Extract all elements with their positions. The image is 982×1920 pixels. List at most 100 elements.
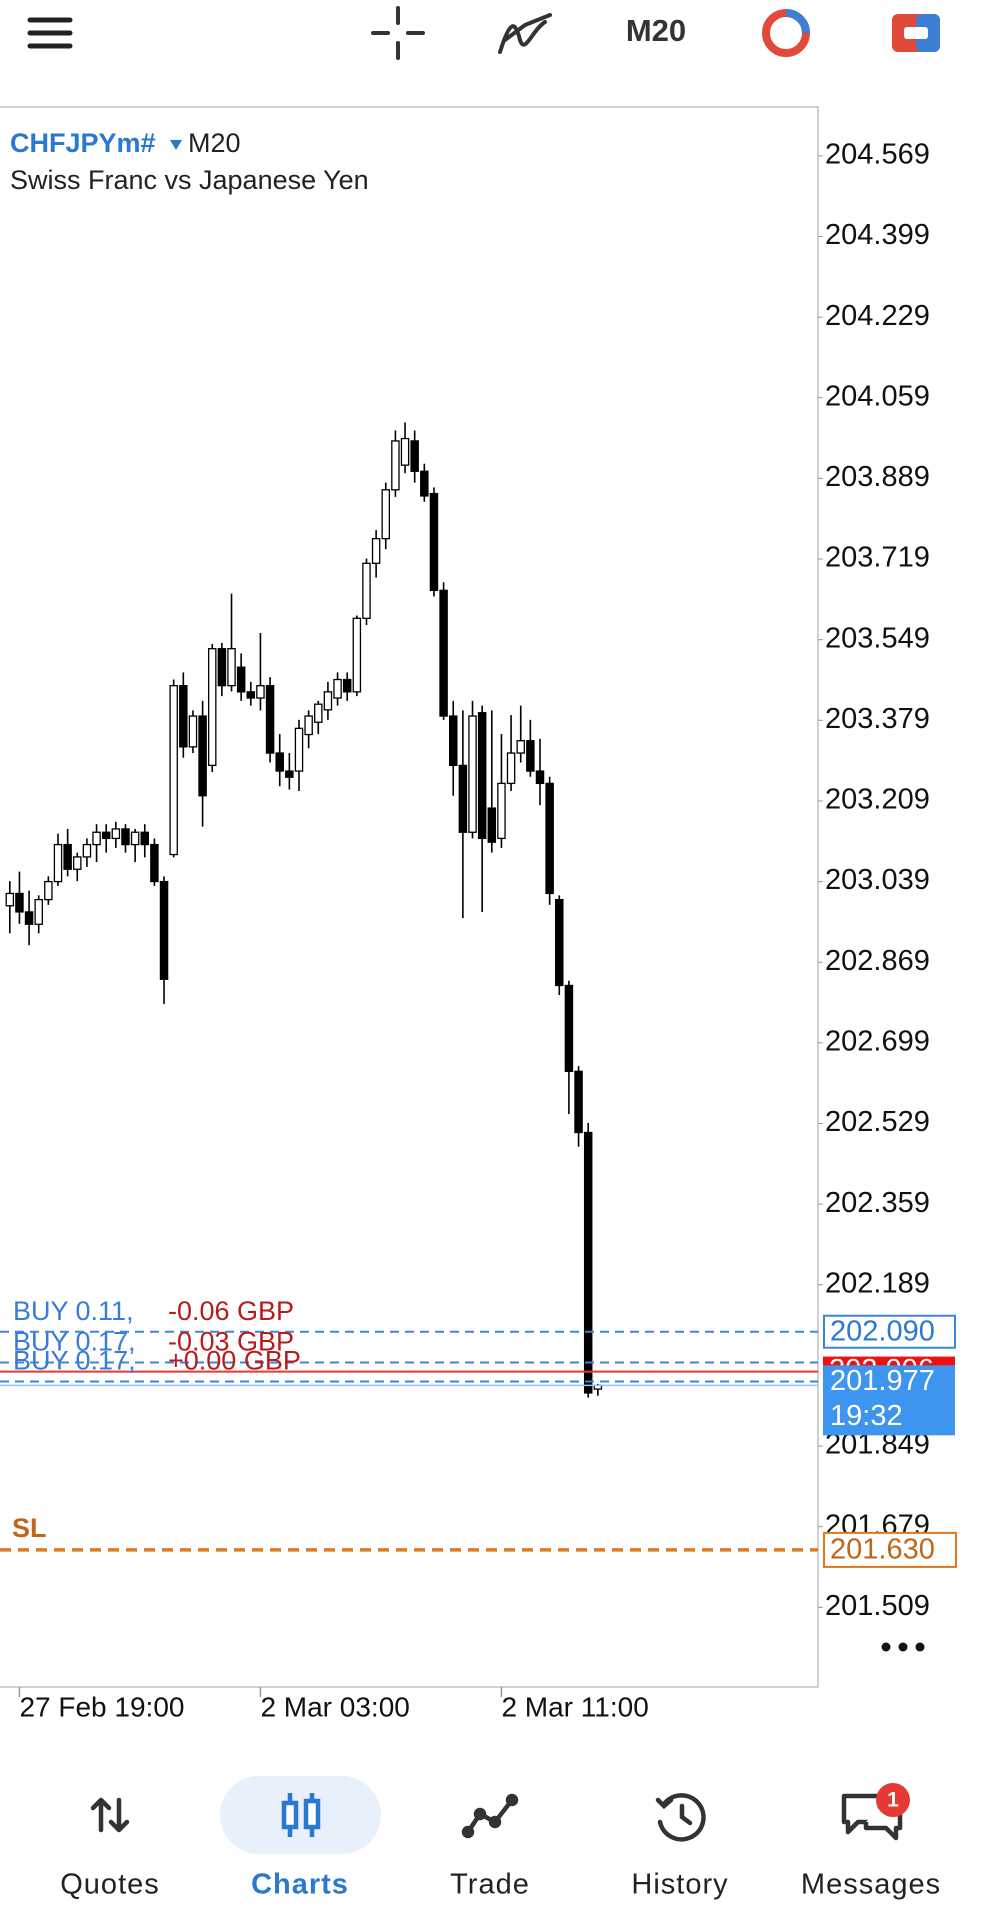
candle-body [516,740,525,754]
x-tick-label: 2 Mar 11:00 [501,1691,648,1722]
nav-tab[interactable]: History [631,1869,728,1901]
one-click-trading-button[interactable] [762,9,810,57]
candle-body [448,715,458,767]
candle-body [362,562,371,619]
candle-body [400,437,410,466]
y-tick-label: 203.889 [825,461,930,493]
y-tick-label: 202.869 [825,945,930,977]
candle-body [497,782,506,840]
candle-body [198,715,207,797]
candle-body [487,807,497,843]
candle-body [458,764,468,833]
candle-body [410,440,419,472]
badge [876,1783,910,1817]
candle-body [439,589,448,717]
candle-body [256,685,265,699]
order-price: 202.090 [830,1315,935,1347]
order-text: BUY 0.17, [13,1346,136,1376]
bid-price: 201.977 [830,1365,935,1397]
candle-body [468,715,477,833]
menu-button[interactable] [27,17,73,49]
nav-tab[interactable]: Trade [450,1869,530,1901]
symbol[interactable]: CHFJPYm# [10,128,156,158]
stop-loss-price-box [823,1531,957,1568]
candle-body [420,470,429,497]
order-text: BUY 0.11, [13,1296,134,1326]
candle-body [323,691,333,711]
candle-body [371,537,381,564]
symbol-dropdown[interactable] [170,140,182,150]
candle-body [130,831,140,846]
candle-body [5,892,15,907]
candle-body [140,831,150,846]
candle-body [342,678,352,693]
candle-body [24,911,34,925]
candle-body [92,831,101,846]
y-tick-label: 203.039 [825,864,930,896]
chart-timeframe: M20 [188,128,241,158]
candle-body [82,843,92,858]
stop-loss-text: SL [12,1513,47,1543]
history-icon [655,1793,706,1842]
candle-body [545,782,554,895]
candle-body [275,752,284,772]
candle-body [477,712,487,840]
y-tick-label: 204.569 [825,139,930,171]
more-button[interactable] [881,1642,925,1652]
stop-loss-price: 201.630 [830,1534,935,1566]
candle-body [294,727,304,772]
candle-body [188,715,198,748]
candle-body [583,1131,593,1394]
crosshair-button[interactable] [371,6,425,60]
candle-body [236,666,246,693]
y-tick-label: 203.549 [825,622,930,654]
bid-price-box [823,1365,955,1436]
nav-tab[interactable]: Quotes [60,1869,160,1901]
order-text: BUY 0.17, [13,1327,136,1357]
candle-body [352,617,362,693]
y-tick-label: 204.229 [825,300,930,332]
trade-button[interactable] [892,14,940,52]
nav-tab[interactable]: Charts [251,1869,349,1901]
order-profit: +0.00 GBP [168,1346,301,1376]
candle-body [314,703,323,723]
candle-body [265,685,275,754]
candle-body [34,898,43,925]
order-profit: -0.03 GBP [168,1327,294,1357]
candle-body [564,984,574,1072]
y-tick-label: 202.189 [825,1267,930,1299]
charts-icon [281,1793,321,1837]
candle-body [574,1070,583,1134]
candle-body [429,492,439,591]
candle-body [217,648,227,687]
candle-body [44,880,53,901]
y-tick-label: 203.379 [825,703,930,735]
toolbar: M20 [27,6,940,60]
chart-frame [0,106,819,1688]
candle-body [179,685,188,748]
candle-body [111,828,121,840]
candle-body [73,856,82,870]
candle-body [246,691,256,699]
candle-body [526,740,535,772]
candle-body [555,898,564,987]
order-price-box [823,1314,956,1349]
candle-body [15,892,24,913]
nav-tab[interactable]: Messages [801,1869,941,1901]
candle-body [285,770,294,778]
indicators-button[interactable] [498,13,552,54]
candle-body [506,752,516,785]
y-tick-label: 204.059 [825,380,930,412]
y-tick-label: 202.359 [825,1187,930,1219]
candle-body [207,648,217,767]
timeframe-button[interactable]: M20 [626,13,686,48]
plot: 204.569 204.399 204.229 204.059 203.889 203.7… [0,139,957,1722]
y-tick-label: 203.209 [825,784,930,816]
y-tick-label: 202.529 [825,1106,930,1138]
candle-body [53,843,63,883]
candle-body [391,440,400,491]
candle-body [304,715,313,736]
y-tick-label: 202.699 [825,1026,930,1058]
trade-icon [461,1793,519,1839]
